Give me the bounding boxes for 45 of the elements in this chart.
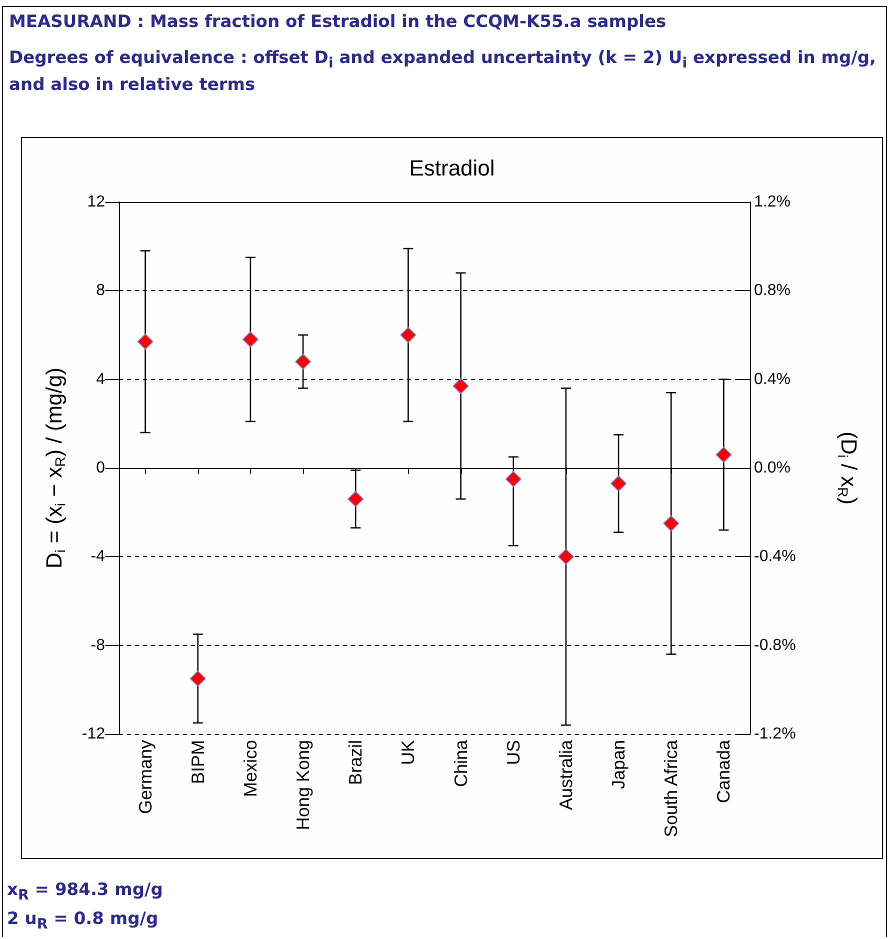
y-tick-label: 0	[96, 460, 106, 476]
text: 2 u$_{R}$ = 0.8 mg/g	[7, 908, 160, 935]
y-tick-label: -4	[90, 548, 106, 566]
point	[452, 378, 469, 394]
y-tick-label: 4	[96, 370, 106, 388]
x-tick-label: US	[503, 740, 524, 766]
x-tick-label: UK	[398, 740, 418, 766]
point	[242, 331, 258, 348]
x-tick-label: Hong Kong	[293, 740, 314, 830]
text: Degrees of equivalence : offset D$_{i}$ and expanded uncertainty (k = 2) U$_{i}$ expressed in mg/g, and also in relative terms	[9, 48, 876, 96]
y2-tick-label: 0.0%	[754, 460, 790, 476]
x-tick-label: Japan	[608, 740, 629, 790]
y-tick-label: 12	[87, 194, 106, 210]
y2-axis-title: (Di / xR)	[835, 431, 862, 505]
point	[295, 354, 312, 370]
x-tick-label: South Africa	[661, 739, 682, 838]
x-tick-label: Mexico	[240, 740, 260, 798]
y2-tick-label: 0.8%	[754, 282, 790, 300]
x-tick-label: Germany	[135, 740, 156, 814]
y2-tick-label: -0.4%	[754, 548, 796, 566]
y-axis-title: Di = (xi − xR) / (mg/g)	[42, 368, 68, 568]
point	[400, 327, 416, 343]
point	[190, 670, 206, 687]
x-tick-label: Canada	[714, 739, 734, 804]
y2-tick-label: 1.2%	[754, 194, 790, 210]
y-tick-label: -12	[82, 726, 106, 742]
y-tick-label: -8	[90, 636, 106, 654]
point	[137, 334, 154, 350]
point	[505, 471, 522, 488]
x-tick-label: BIPM	[188, 740, 208, 784]
y2-tick-label: -0.8%	[754, 636, 796, 654]
text: MEASURAND : Mass fraction of Estradiol in the CCQM-K55.a samples	[9, 11, 668, 33]
x-tick-label: Australia	[556, 739, 576, 810]
y-tick-label: 8	[96, 282, 106, 300]
point	[348, 491, 364, 508]
x-tick-label: China	[450, 739, 471, 788]
y2-tick-label: 0.4%	[754, 370, 790, 388]
point	[558, 548, 574, 565]
text: x$_{R}$ = 984.3 mg/g	[7, 879, 163, 906]
chart-title: Estradiol	[409, 156, 495, 180]
x-tick-label: Brazil	[346, 740, 366, 786]
y2-tick-label: -1.2%	[754, 726, 796, 742]
point	[663, 515, 680, 532]
point	[610, 476, 627, 492]
point	[716, 446, 732, 463]
